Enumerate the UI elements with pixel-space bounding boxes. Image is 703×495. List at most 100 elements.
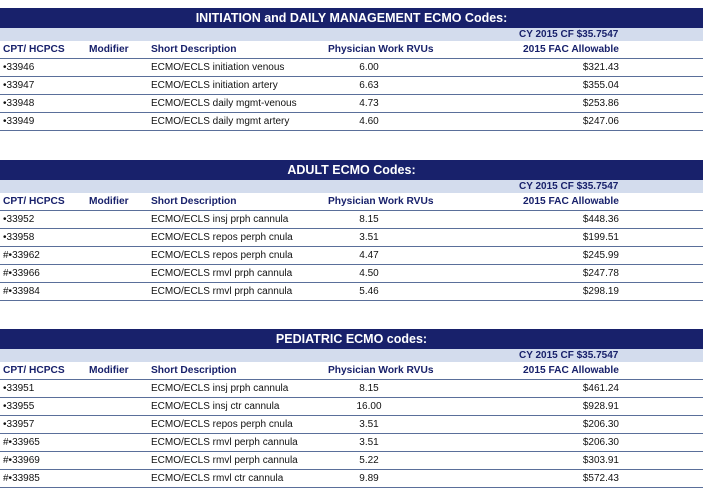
cell-allowable: $355.04 [582, 80, 619, 91]
table-body: •33951 ECMO/ECLS insj prph cannula 8.15 $46… [0, 380, 703, 488]
col-header-modifier: Modifier [89, 44, 129, 55]
col-header-modifier: Modifier [89, 365, 129, 376]
cell-code: •33946 [3, 62, 35, 73]
cell-code: #•33984 [3, 286, 40, 297]
cell-allowable: $206.30 [582, 419, 619, 430]
cy-cf-bar: CY 2015 CF $35.7547 [0, 28, 703, 41]
cell-description: ECMO/ECLS insj prph cannula [151, 214, 289, 225]
cell-code: •33957 [3, 419, 35, 430]
cell-rvus: 5.46 [359, 286, 379, 297]
cell-code: •33949 [3, 116, 35, 127]
cell-description: ECMO/ECLS repos perph cnula [151, 232, 293, 243]
cell-rvus: 4.50 [359, 268, 379, 279]
col-header-rvus: Physician Work RVUs [328, 365, 434, 376]
cell-description: ECMO/ECLS rmvl perph cannula [151, 437, 298, 448]
cell-allowable: $199.51 [582, 232, 619, 243]
cell-allowable: $253.86 [582, 98, 619, 109]
cell-allowable: $303.91 [582, 455, 619, 466]
cell-code: •33951 [3, 383, 35, 394]
cell-rvus: 6.63 [359, 80, 379, 91]
col-header-allowable: 2015 FAC Allowable [523, 196, 619, 207]
table-row: •33957 ECMO/ECLS repos perph cnula 3.51 $20… [0, 416, 703, 434]
col-header-allowable: 2015 FAC Allowable [523, 365, 619, 376]
col-header-description: Short Description [151, 196, 237, 207]
cy-cf-label: CY 2015 CF $35.7547 [519, 181, 619, 192]
cell-description: ECMO/ECLS rmvl perph cannula [151, 455, 298, 466]
cell-allowable: $572.43 [582, 473, 619, 484]
cell-code: #•33969 [3, 455, 40, 466]
cell-allowable: $298.19 [582, 286, 619, 297]
table-row: •33948 ECMO/ECLS daily mgmt-venous 4.73 $25… [0, 95, 703, 113]
cell-rvus: 4.47 [359, 250, 379, 261]
cell-description: ECMO/ECLS rmvl prph cannula [151, 286, 293, 297]
cell-description: ECMO/ECLS initiation artery [151, 80, 278, 91]
cell-description: ECMO/ECLS daily mgmt-venous [151, 98, 297, 109]
cell-description: ECMO/ECLS initiation venous [151, 62, 285, 73]
cell-code: •33948 [3, 98, 35, 109]
cell-allowable: $448.36 [582, 214, 619, 225]
cell-description: ECMO/ECLS rmvl prph cannula [151, 268, 293, 279]
section-title: PEDIATRIC ECMO codes: [0, 329, 703, 349]
cell-rvus: 5.22 [359, 455, 379, 466]
cy-cf-bar: CY 2015 CF $35.7547 [0, 349, 703, 362]
cell-rvus: 9.89 [359, 473, 379, 484]
table-row: •33951 ECMO/ECLS insj prph cannula 8.15 $46… [0, 380, 703, 398]
col-header-code: CPT/ HCPCS [3, 365, 65, 376]
cell-rvus: 8.15 [359, 214, 379, 225]
cell-description: ECMO/ECLS rmvl ctr cannula [151, 473, 284, 484]
cell-allowable: $245.99 [582, 250, 619, 261]
col-header-description: Short Description [151, 44, 237, 55]
table-row: •33955 ECMO/ECLS insj ctr cannula 16.00 $92… [0, 398, 703, 416]
cell-description: ECMO/ECLS daily mgmt artery [151, 116, 290, 127]
cy-cf-bar: CY 2015 CF $35.7547 [0, 180, 703, 193]
col-header-code: CPT/ HCPCS [3, 196, 65, 207]
cell-allowable: $247.06 [582, 116, 619, 127]
table-row: •33952 ECMO/ECLS insj prph cannula 8.15 $44… [0, 211, 703, 229]
section-title: ADULT ECMO Codes: [0, 160, 703, 180]
cell-allowable: $321.43 [582, 62, 619, 73]
cell-allowable: $247.78 [582, 268, 619, 279]
cell-description: ECMO/ECLS repos perph cnula [151, 419, 293, 430]
column-header-row: CPT/ HCPCS Modifier Short Description Ph… [0, 41, 703, 59]
adult-ecmo-section: ADULT ECMO Codes: CY 2015 CF $35.7547 CP… [0, 160, 703, 301]
cell-description: ECMO/ECLS insj prph cannula [151, 383, 289, 394]
table-body: •33946 ECMO/ECLS initiation venous 6.00 $32… [0, 59, 703, 131]
cell-description: ECMO/ECLS insj ctr cannula [151, 401, 280, 412]
initiation-daily-management-section: INITIATION and DAILY MANAGEMENT ECMO Cod… [0, 8, 703, 131]
cell-rvus: 3.51 [359, 419, 379, 430]
cell-allowable: $928.91 [582, 401, 619, 412]
cell-rvus: 3.51 [359, 437, 379, 448]
table-row: #•33985 ECMO/ECLS rmvl ctr cannula 9.89 $57… [0, 470, 703, 488]
table-row: #•33984 ECMO/ECLS rmvl prph cannula 5.46 $2… [0, 283, 703, 301]
pediatric-ecmo-section: PEDIATRIC ECMO codes: CY 2015 CF $35.754… [0, 329, 703, 488]
table-row: #•33965 ECMO/ECLS rmvl perph cannula 3.51 $… [0, 434, 703, 452]
col-header-rvus: Physician Work RVUs [328, 196, 434, 207]
cell-code: •33947 [3, 80, 35, 91]
cell-rvus: 4.73 [359, 98, 379, 109]
table-row: •33958 ECMO/ECLS repos perph cnula 3.51 $19… [0, 229, 703, 247]
cell-rvus: 16.00 [356, 401, 382, 412]
section-title: INITIATION and DAILY MANAGEMENT ECMO Cod… [0, 8, 703, 28]
cell-allowable: $206.30 [582, 437, 619, 448]
cell-code: •33952 [3, 214, 35, 225]
table-row: #•33969 ECMO/ECLS rmvl perph cannula 5.22 $… [0, 452, 703, 470]
cell-description: ECMO/ECLS repos perph cnula [151, 250, 293, 261]
cell-rvus: 4.60 [359, 116, 379, 127]
table-row: •33946 ECMO/ECLS initiation venous 6.00 $32… [0, 59, 703, 77]
cell-code: #•33985 [3, 473, 40, 484]
col-header-code: CPT/ HCPCS [3, 44, 65, 55]
cell-rvus: 6.00 [359, 62, 379, 73]
cell-code: •33958 [3, 232, 35, 243]
cy-cf-label: CY 2015 CF $35.7547 [519, 350, 619, 361]
cell-code: #•33966 [3, 268, 40, 279]
col-header-description: Short Description [151, 365, 237, 376]
cell-rvus: 3.51 [359, 232, 379, 243]
cell-code: #•33965 [3, 437, 40, 448]
table-row: •33947 ECMO/ECLS initiation artery 6.63 $35… [0, 77, 703, 95]
column-header-row: CPT/ HCPCS Modifier Short Description Ph… [0, 362, 703, 380]
col-header-rvus: Physician Work RVUs [328, 44, 434, 55]
cell-allowable: $461.24 [582, 383, 619, 394]
col-header-allowable: 2015 FAC Allowable [523, 44, 619, 55]
table-row: #•33966 ECMO/ECLS rmvl prph cannula 4.50 $2… [0, 265, 703, 283]
table-row: #•33962 ECMO/ECLS repos perph cnula 4.47 $2… [0, 247, 703, 265]
